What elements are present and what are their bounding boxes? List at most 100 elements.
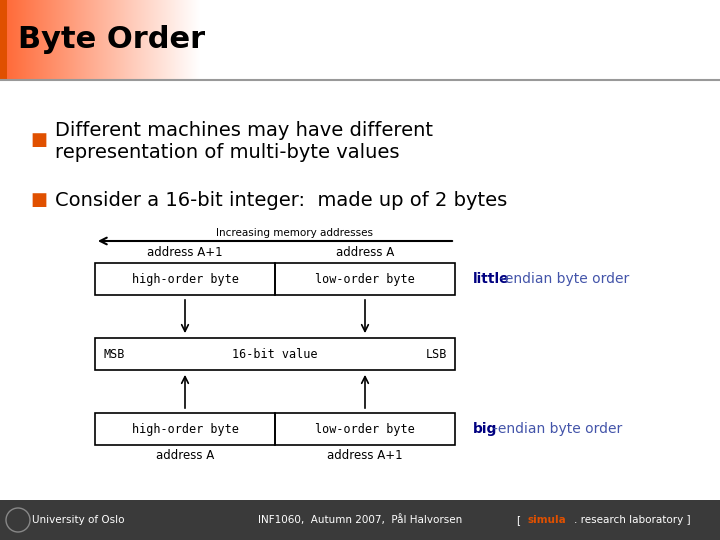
Bar: [84, 0, 85, 80]
Bar: [17, 0, 18, 80]
Bar: [135, 0, 136, 80]
Bar: [192, 0, 193, 80]
Bar: [118, 0, 119, 80]
Bar: [8, 0, 9, 80]
Bar: [93, 0, 94, 80]
Bar: [100, 0, 101, 80]
Bar: [181, 0, 182, 80]
Bar: [114, 0, 115, 80]
Bar: [9, 0, 10, 80]
Bar: [168, 0, 169, 80]
Bar: [101, 0, 102, 80]
Text: low-order byte: low-order byte: [315, 422, 415, 435]
Text: address A: address A: [336, 246, 394, 259]
Bar: [148, 0, 149, 80]
Bar: [146, 0, 147, 80]
Bar: [198, 0, 199, 80]
Text: address A: address A: [156, 449, 214, 462]
Bar: [275, 413, 455, 445]
Bar: [14, 0, 15, 80]
Bar: [24, 0, 25, 80]
Bar: [26, 0, 27, 80]
Bar: [69, 0, 70, 80]
Bar: [167, 0, 168, 80]
Bar: [58, 0, 59, 80]
Bar: [39, 0, 40, 80]
Bar: [43, 0, 44, 80]
Bar: [95, 338, 455, 370]
Bar: [82, 0, 83, 80]
Text: big: big: [473, 422, 498, 436]
Bar: [158, 0, 159, 80]
Bar: [90, 0, 91, 80]
Bar: [153, 0, 154, 80]
Bar: [63, 0, 64, 80]
Bar: [170, 0, 171, 80]
Bar: [21, 0, 22, 80]
Bar: [52, 0, 53, 80]
Bar: [172, 0, 173, 80]
Bar: [142, 0, 143, 80]
Bar: [128, 0, 129, 80]
Bar: [23, 0, 24, 80]
Bar: [65, 0, 66, 80]
Bar: [115, 0, 116, 80]
Bar: [6, 0, 7, 80]
Bar: [119, 0, 120, 80]
Bar: [95, 263, 275, 295]
Bar: [81, 0, 82, 80]
Bar: [76, 0, 77, 80]
Bar: [2, 0, 3, 80]
Text: low-order byte: low-order byte: [315, 273, 415, 286]
Text: address A+1: address A+1: [147, 246, 222, 259]
Bar: [129, 0, 130, 80]
Bar: [131, 0, 132, 80]
Bar: [79, 0, 80, 80]
Bar: [149, 0, 150, 80]
Bar: [152, 0, 153, 80]
Bar: [141, 0, 142, 80]
Bar: [44, 0, 45, 80]
Bar: [57, 0, 58, 80]
Bar: [12, 0, 13, 80]
Bar: [157, 0, 158, 80]
Bar: [51, 0, 52, 80]
Bar: [187, 0, 188, 80]
Bar: [195, 0, 196, 80]
Bar: [80, 0, 81, 80]
Bar: [61, 0, 62, 80]
Bar: [99, 0, 100, 80]
Text: INF1060,  Autumn 2007,  Pål Halvorsen: INF1060, Autumn 2007, Pål Halvorsen: [258, 515, 462, 525]
Bar: [193, 0, 194, 80]
Text: simula: simula: [527, 515, 566, 525]
Bar: [49, 0, 50, 80]
Text: MSB: MSB: [103, 348, 125, 361]
Bar: [68, 0, 69, 80]
Bar: [164, 0, 165, 80]
Bar: [112, 0, 113, 80]
Bar: [123, 0, 124, 80]
Bar: [178, 0, 179, 80]
Bar: [126, 0, 127, 80]
Bar: [0, 40, 720, 500]
Bar: [11, 0, 12, 80]
Bar: [38, 0, 39, 80]
Bar: [78, 0, 79, 80]
Bar: [87, 0, 88, 80]
Text: University of Oslo: University of Oslo: [32, 515, 125, 525]
Bar: [188, 0, 189, 80]
Bar: [34, 0, 35, 80]
Text: Byte Order: Byte Order: [18, 25, 205, 55]
Bar: [132, 0, 133, 80]
Bar: [64, 0, 65, 80]
Bar: [106, 0, 107, 80]
Bar: [33, 0, 34, 80]
Bar: [98, 0, 99, 80]
Bar: [196, 0, 197, 80]
Text: ■: ■: [30, 191, 47, 209]
Bar: [70, 0, 71, 80]
Bar: [117, 0, 118, 80]
Bar: [185, 0, 186, 80]
Bar: [71, 0, 72, 80]
Bar: [173, 0, 174, 80]
